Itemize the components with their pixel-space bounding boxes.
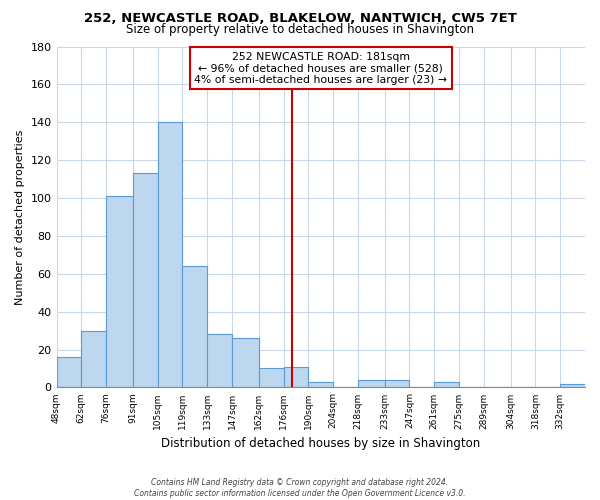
Bar (434, 382, 459, 388)
Bar (106, 196, 133, 388)
Bar (133, 174, 158, 388)
Text: Size of property relative to detached houses in Shavington: Size of property relative to detached ho… (126, 22, 474, 36)
Text: Contains HM Land Registry data © Crown copyright and database right 2024.
Contai: Contains HM Land Registry data © Crown c… (134, 478, 466, 498)
Y-axis label: Number of detached properties: Number of detached properties (15, 130, 25, 304)
Bar (158, 122, 182, 388)
Bar (56, 357, 82, 388)
Bar (358, 380, 385, 388)
X-axis label: Distribution of detached houses by size in Shavington: Distribution of detached houses by size … (161, 437, 481, 450)
Bar (182, 266, 207, 388)
Bar (207, 334, 232, 388)
Bar (82, 330, 106, 388)
Bar (308, 382, 333, 388)
Bar (560, 384, 585, 388)
Bar (232, 338, 259, 388)
Text: 252, NEWCASTLE ROAD, BLAKELOW, NANTWICH, CW5 7ET: 252, NEWCASTLE ROAD, BLAKELOW, NANTWICH,… (83, 12, 517, 26)
Bar (385, 380, 409, 388)
Text: 252 NEWCASTLE ROAD: 181sqm
← 96% of detached houses are smaller (528)
4% of semi: 252 NEWCASTLE ROAD: 181sqm ← 96% of deta… (194, 52, 447, 85)
Bar (284, 366, 308, 388)
Bar (259, 368, 284, 388)
